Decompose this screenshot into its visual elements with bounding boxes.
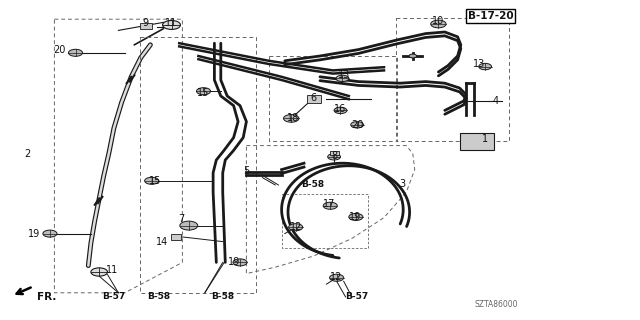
Text: 9: 9 xyxy=(143,18,149,28)
Text: 12: 12 xyxy=(289,221,302,232)
Text: 2: 2 xyxy=(24,148,30,159)
Text: B-57: B-57 xyxy=(346,292,369,301)
Text: 16: 16 xyxy=(334,104,347,114)
Text: 19: 19 xyxy=(227,257,240,268)
Circle shape xyxy=(479,63,492,70)
Text: 18: 18 xyxy=(287,113,300,124)
Bar xyxy=(140,23,152,29)
Circle shape xyxy=(328,154,340,160)
Text: 6: 6 xyxy=(310,92,317,103)
Circle shape xyxy=(336,75,349,82)
Text: 3: 3 xyxy=(399,179,405,189)
Circle shape xyxy=(351,122,364,128)
Text: SZTA86000: SZTA86000 xyxy=(475,300,518,309)
Circle shape xyxy=(334,107,347,114)
Bar xyxy=(307,95,321,103)
Text: B-58: B-58 xyxy=(301,180,324,189)
Circle shape xyxy=(68,49,83,56)
Circle shape xyxy=(330,274,344,281)
Text: B-58: B-58 xyxy=(211,292,234,301)
Text: 8: 8 xyxy=(331,151,337,161)
Polygon shape xyxy=(460,133,494,150)
Text: B-17-20: B-17-20 xyxy=(468,11,513,21)
Text: 17: 17 xyxy=(323,199,336,209)
Text: 5: 5 xyxy=(243,166,250,176)
Text: 20: 20 xyxy=(53,44,66,55)
Circle shape xyxy=(180,221,198,230)
Text: 4: 4 xyxy=(493,96,499,106)
Bar xyxy=(171,234,181,240)
Circle shape xyxy=(289,224,303,231)
Text: 19: 19 xyxy=(349,212,362,222)
Circle shape xyxy=(431,20,446,28)
Text: 15: 15 xyxy=(149,176,162,186)
Circle shape xyxy=(163,20,180,29)
Text: 10: 10 xyxy=(432,16,445,26)
Text: 19: 19 xyxy=(28,228,40,239)
Circle shape xyxy=(349,213,363,220)
Circle shape xyxy=(91,268,108,276)
Text: B-58: B-58 xyxy=(147,292,170,301)
Circle shape xyxy=(284,115,299,122)
Text: 11: 11 xyxy=(165,18,178,28)
Circle shape xyxy=(145,177,159,184)
Text: FR.: FR. xyxy=(37,292,56,302)
Text: B-57: B-57 xyxy=(102,292,125,301)
Text: 13: 13 xyxy=(338,70,351,80)
Bar xyxy=(330,151,339,155)
Circle shape xyxy=(323,202,337,209)
Text: 20: 20 xyxy=(351,120,364,130)
Circle shape xyxy=(196,88,211,95)
Circle shape xyxy=(409,54,417,58)
Text: 14: 14 xyxy=(156,236,168,247)
Text: 15: 15 xyxy=(197,88,210,98)
Circle shape xyxy=(233,259,247,266)
Text: 12: 12 xyxy=(330,272,342,282)
Circle shape xyxy=(43,230,57,237)
Text: 11: 11 xyxy=(106,265,118,276)
Text: 13: 13 xyxy=(472,59,485,69)
Text: 1: 1 xyxy=(482,134,488,144)
Text: 7: 7 xyxy=(179,214,185,224)
